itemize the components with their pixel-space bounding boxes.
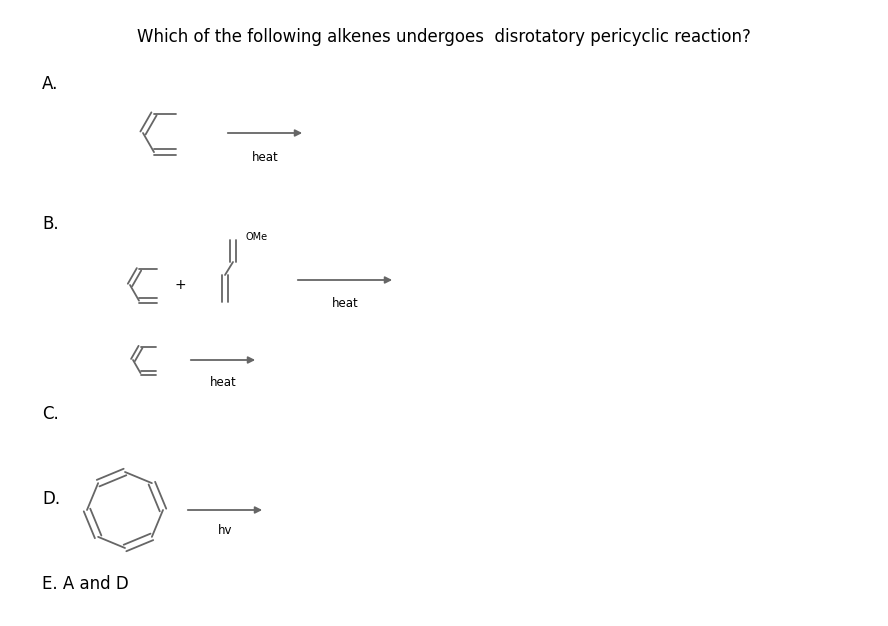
Text: heat: heat [331,297,359,310]
Text: E. A and D: E. A and D [42,575,129,593]
Text: OMe: OMe [245,232,267,242]
Text: heat: heat [251,151,278,164]
Text: Which of the following alkenes undergoes  disrotatory pericyclic reaction?: Which of the following alkenes undergoes… [137,28,751,46]
Text: A.: A. [42,75,59,93]
Text: C.: C. [42,405,59,423]
Text: D.: D. [42,490,60,508]
Text: heat: heat [210,376,236,389]
Text: +: + [174,278,186,292]
Text: hv: hv [218,524,233,537]
Text: B.: B. [42,215,59,233]
